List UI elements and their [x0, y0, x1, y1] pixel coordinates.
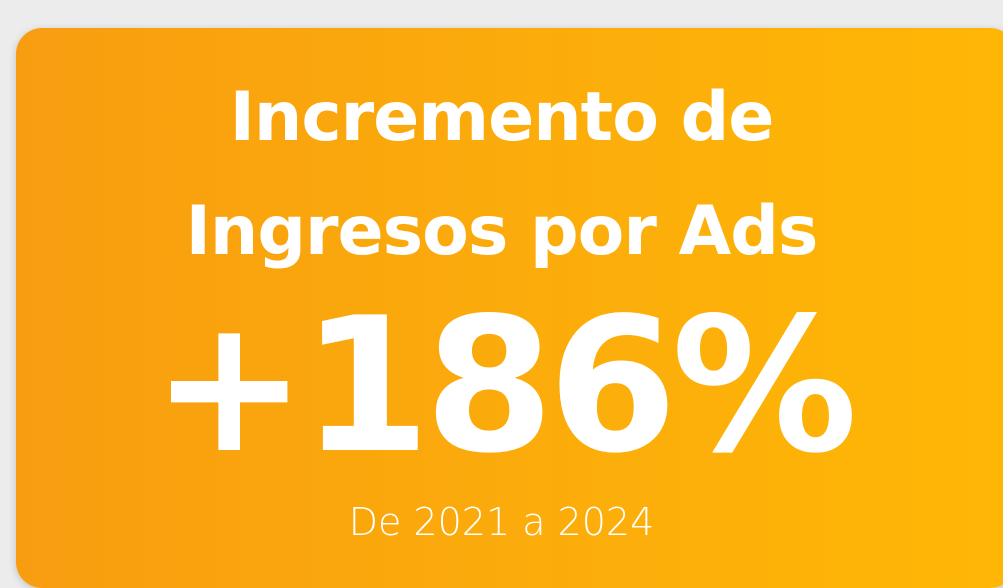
title-line: Incremento de — [229, 78, 775, 157]
stat: +186% — [151, 277, 857, 494]
card — [16, 28, 1003, 588]
title-line: Ingresos por Ads — [185, 192, 819, 271]
caption: De 2021 a 2024 — [348, 500, 655, 544]
page: Incremento de Ingresos por Ads +186% De … — [16, 28, 1003, 588]
